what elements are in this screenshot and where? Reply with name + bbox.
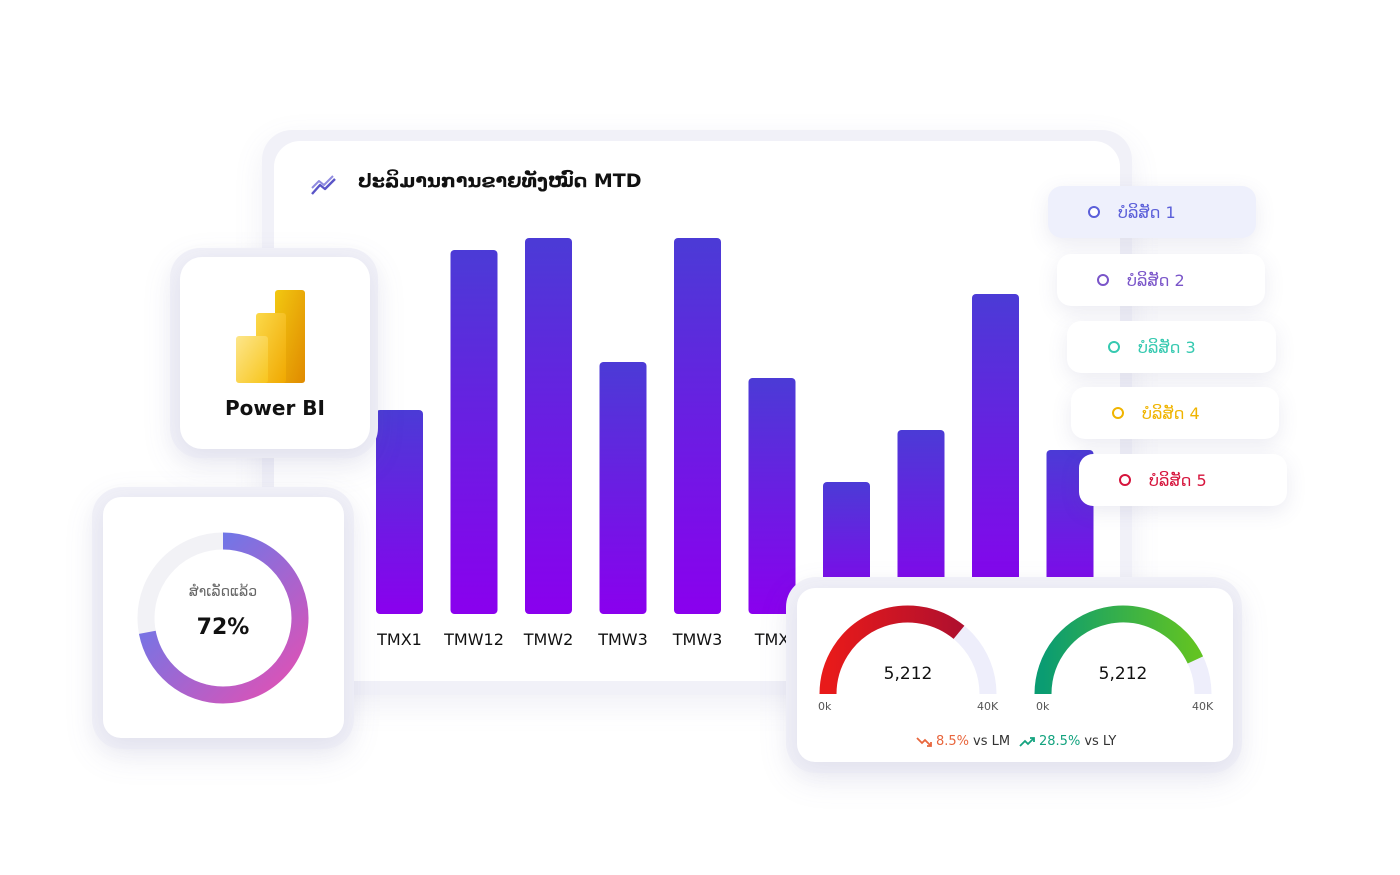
bar-9 <box>972 294 1019 614</box>
legend-item-company-3[interactable]: ບໍລິສັດ 3 <box>1067 321 1276 373</box>
legend-item-company-2[interactable]: ບໍລິສັດ 2 <box>1057 254 1265 306</box>
legend-label: ບໍລິສັດ 1 <box>1118 202 1176 222</box>
x-tick-label: TMX <box>754 630 790 649</box>
powerbi-label: Power BI <box>225 396 325 420</box>
gauge-fill-1 <box>819 605 965 695</box>
comparison-text-ly: vs LY <box>1084 734 1117 749</box>
bar-6 <box>748 378 796 614</box>
legend-item-company-4[interactable]: ບໍລິສັດ 4 <box>1071 387 1279 439</box>
bar-2 <box>450 250 498 614</box>
donut-value: 72% <box>196 615 250 640</box>
legend-dot-icon <box>1119 474 1131 486</box>
donut-label: ສຳເລັດແລ້ວ <box>188 584 258 600</box>
x-tick-label: TMW3 <box>672 630 723 649</box>
gauge-max-label-2: 40K <box>1192 700 1214 713</box>
comparison-pct-ly: 28.5% <box>1039 734 1081 749</box>
x-tick-label: TMX1 <box>376 630 422 649</box>
legend-label: ບໍລິສັດ 4 <box>1142 403 1200 423</box>
comparison-text-lm: vs LM <box>973 734 1011 749</box>
gauge-fill-2 <box>1034 605 1204 695</box>
bar-8 <box>897 430 945 614</box>
donut-slice-completed <box>137 532 309 704</box>
trend-down-icon <box>916 736 932 747</box>
bar-5 <box>674 238 721 614</box>
legend-label: ບໍລິສັດ 2 <box>1127 270 1185 290</box>
chart-title: ປະລິມານການຂາຍທັງໝົດ MTD <box>358 170 642 192</box>
legend-label: ບໍລິສັດ 3 <box>1138 337 1196 357</box>
bar-1 <box>376 410 423 614</box>
x-tick-label: TMW2 <box>523 630 574 649</box>
comparison-pct-lm: 8.5% <box>936 734 970 749</box>
x-tick-label: TMW12 <box>443 630 504 649</box>
legend-dot-icon <box>1108 341 1120 353</box>
legend-item-company-5[interactable]: ບໍລິສັດ 5 <box>1079 454 1287 506</box>
x-tick-label: TMW3 <box>597 630 648 649</box>
power-bi-logo-icon <box>236 290 305 383</box>
trend-up-icon <box>1019 736 1035 747</box>
donut-chart <box>137 532 309 704</box>
gauge-min-label-1: 0k <box>818 700 832 713</box>
legend-label: ບໍລິສັດ 5 <box>1149 470 1207 490</box>
comparison-vs-lm: 8.5% vs LM <box>916 734 1010 749</box>
gauge-min-label-2: 0k <box>1036 700 1050 713</box>
legend-dot-icon <box>1112 407 1124 419</box>
bar-4 <box>599 362 647 614</box>
legend-dot-icon <box>1088 206 1100 218</box>
gauge-max-label-1: 40K <box>977 700 999 713</box>
comparison-vs-ly: 28.5% vs LY <box>1019 734 1116 749</box>
gauge-value-2: 5,212 <box>1098 664 1148 684</box>
gauge-value-1: 5,212 <box>883 664 933 684</box>
trend-line-icon <box>311 175 336 195</box>
bar-3 <box>525 238 572 614</box>
legend-item-company-1[interactable]: ບໍລິສັດ 1 <box>1048 186 1256 238</box>
legend-dot-icon <box>1097 274 1109 286</box>
